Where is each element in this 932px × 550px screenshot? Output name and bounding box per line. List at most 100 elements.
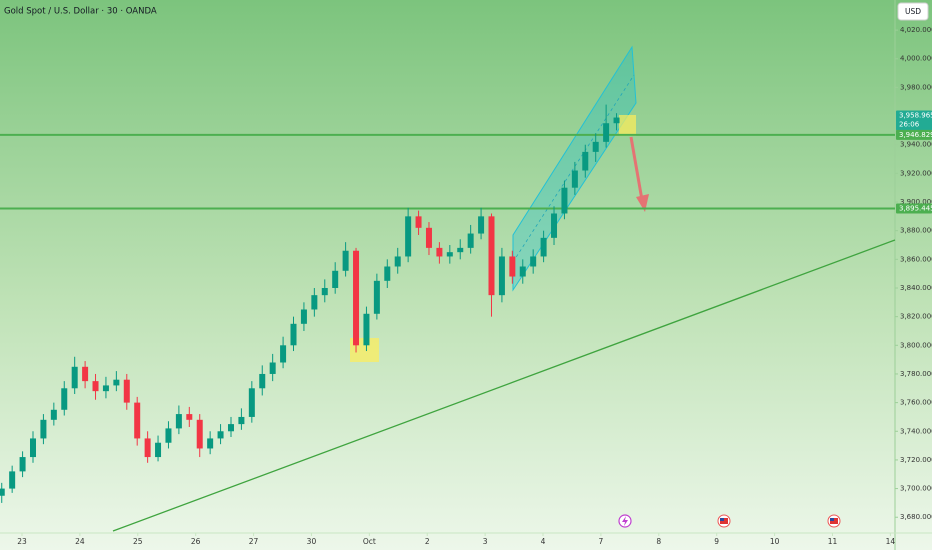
candle-body (353, 250, 360, 346)
y-tick-label: 3,700.000 (900, 485, 932, 493)
candle-body (144, 438, 151, 458)
x-tick-label: 23 (17, 537, 27, 546)
price-label-bg (896, 203, 932, 214)
x-tick-label: 7 (599, 537, 604, 546)
arrow-head (636, 194, 649, 212)
price-countdown: 26:06 (899, 121, 920, 129)
y-tick-label: 3,860.000 (900, 255, 932, 263)
y-tick-label: 3,980.000 (900, 83, 932, 91)
candle-body (40, 419, 47, 439)
candle-body (384, 266, 391, 281)
y-tick-label: 3,880.000 (900, 227, 932, 235)
y-tick-label: 4,000.000 (900, 55, 932, 63)
y-tick-label: 3,740.000 (900, 427, 932, 435)
candle-body (311, 295, 318, 310)
x-tick-label: 9 (714, 537, 719, 546)
candle-body (82, 366, 89, 382)
candle-body (436, 247, 443, 257)
candle-body (259, 373, 266, 389)
candle-body (467, 233, 474, 248)
y-tick-label: 3,920.000 (900, 169, 932, 177)
candle-body (519, 266, 526, 277)
y-tick-label: 3,940.000 (900, 141, 932, 149)
axes: 3,680.000 3,700.000 3,720.000 3,740.000 3,76… (17, 26, 932, 546)
candle-body (102, 385, 109, 392)
price-label-bg (896, 129, 932, 140)
candle-body (300, 309, 307, 324)
candle-body (134, 402, 141, 439)
candle-body (446, 252, 453, 257)
down-arrow (629, 136, 649, 212)
x-tick-label: 8 (656, 537, 661, 546)
y-tick-label: 3,840.000 (900, 284, 932, 292)
candle-body (425, 227, 432, 248)
candle-body (405, 216, 412, 257)
candle-body (123, 379, 130, 403)
candle-body (227, 424, 234, 432)
candle-body (592, 141, 599, 152)
y-tick-label: 3,780.000 (900, 370, 932, 378)
candle-body (561, 187, 568, 214)
candle-body (113, 379, 120, 386)
candle-body (269, 362, 276, 374)
x-tick-label: 10 (770, 537, 780, 546)
arrow-shaft (629, 136, 644, 201)
x-tick-label: 3 (483, 537, 488, 546)
y-tick-label: 3,760.000 (900, 399, 932, 407)
candle-body (175, 414, 182, 429)
x-tick-label: 4 (541, 537, 546, 546)
candle-body (196, 419, 203, 449)
currency-button[interactable]: USD (897, 2, 929, 21)
candle-body (415, 216, 422, 228)
candle-body (394, 256, 401, 267)
candle-body (19, 457, 26, 472)
x-tick-label: 26 (191, 537, 201, 546)
horizontal-lines (0, 133, 895, 210)
candle-body (92, 381, 99, 392)
candle-body (488, 216, 495, 296)
x-tick-label: 11 (828, 537, 838, 546)
y-tick-label: 3,820.000 (900, 313, 932, 321)
candle-body (0, 488, 5, 496)
x-tick-label: 30 (307, 537, 317, 546)
flag (830, 518, 834, 521)
flag (720, 518, 724, 521)
candle-body (207, 438, 214, 449)
x-tick-label: 25 (133, 537, 143, 546)
y-tick-label: 3,720.000 (900, 456, 932, 464)
candle-body (332, 270, 339, 288)
candle-body (71, 366, 78, 389)
y-tick-label: 4,020.000 (900, 26, 932, 34)
currency-label[interactable]: USD (905, 7, 921, 16)
y-tick-label: 3,900.000 (900, 198, 932, 206)
candle-body (9, 471, 16, 489)
candles (0, 104, 620, 503)
candle-body (613, 117, 620, 124)
candle-body (217, 431, 224, 439)
candle-body (50, 409, 57, 420)
x-tick-label: 2 (425, 537, 430, 546)
candle-body (155, 442, 162, 458)
candle-body (165, 428, 172, 443)
candle-body (603, 123, 610, 142)
candle-body (457, 247, 464, 253)
x-tick-label: 14 (886, 537, 896, 546)
channel-median (512, 74, 635, 263)
price-label: 3,895.445 (899, 205, 932, 213)
candle-body (238, 416, 245, 425)
x-tick-label: 24 (75, 537, 85, 546)
candle-body (363, 313, 370, 346)
candle-body (248, 388, 255, 417)
candle-body (280, 345, 287, 363)
y-tick-label: 3,680.000 (900, 513, 932, 521)
candle-body (498, 256, 505, 296)
price-label: 3,946.829 (899, 131, 932, 139)
currency-button-bg[interactable] (897, 2, 929, 21)
price-label: 3,958.965 (899, 112, 932, 120)
x-tick-label: 27 (249, 537, 259, 546)
candle-body (571, 170, 578, 188)
event-icons (618, 514, 841, 528)
candle-body (551, 213, 558, 238)
